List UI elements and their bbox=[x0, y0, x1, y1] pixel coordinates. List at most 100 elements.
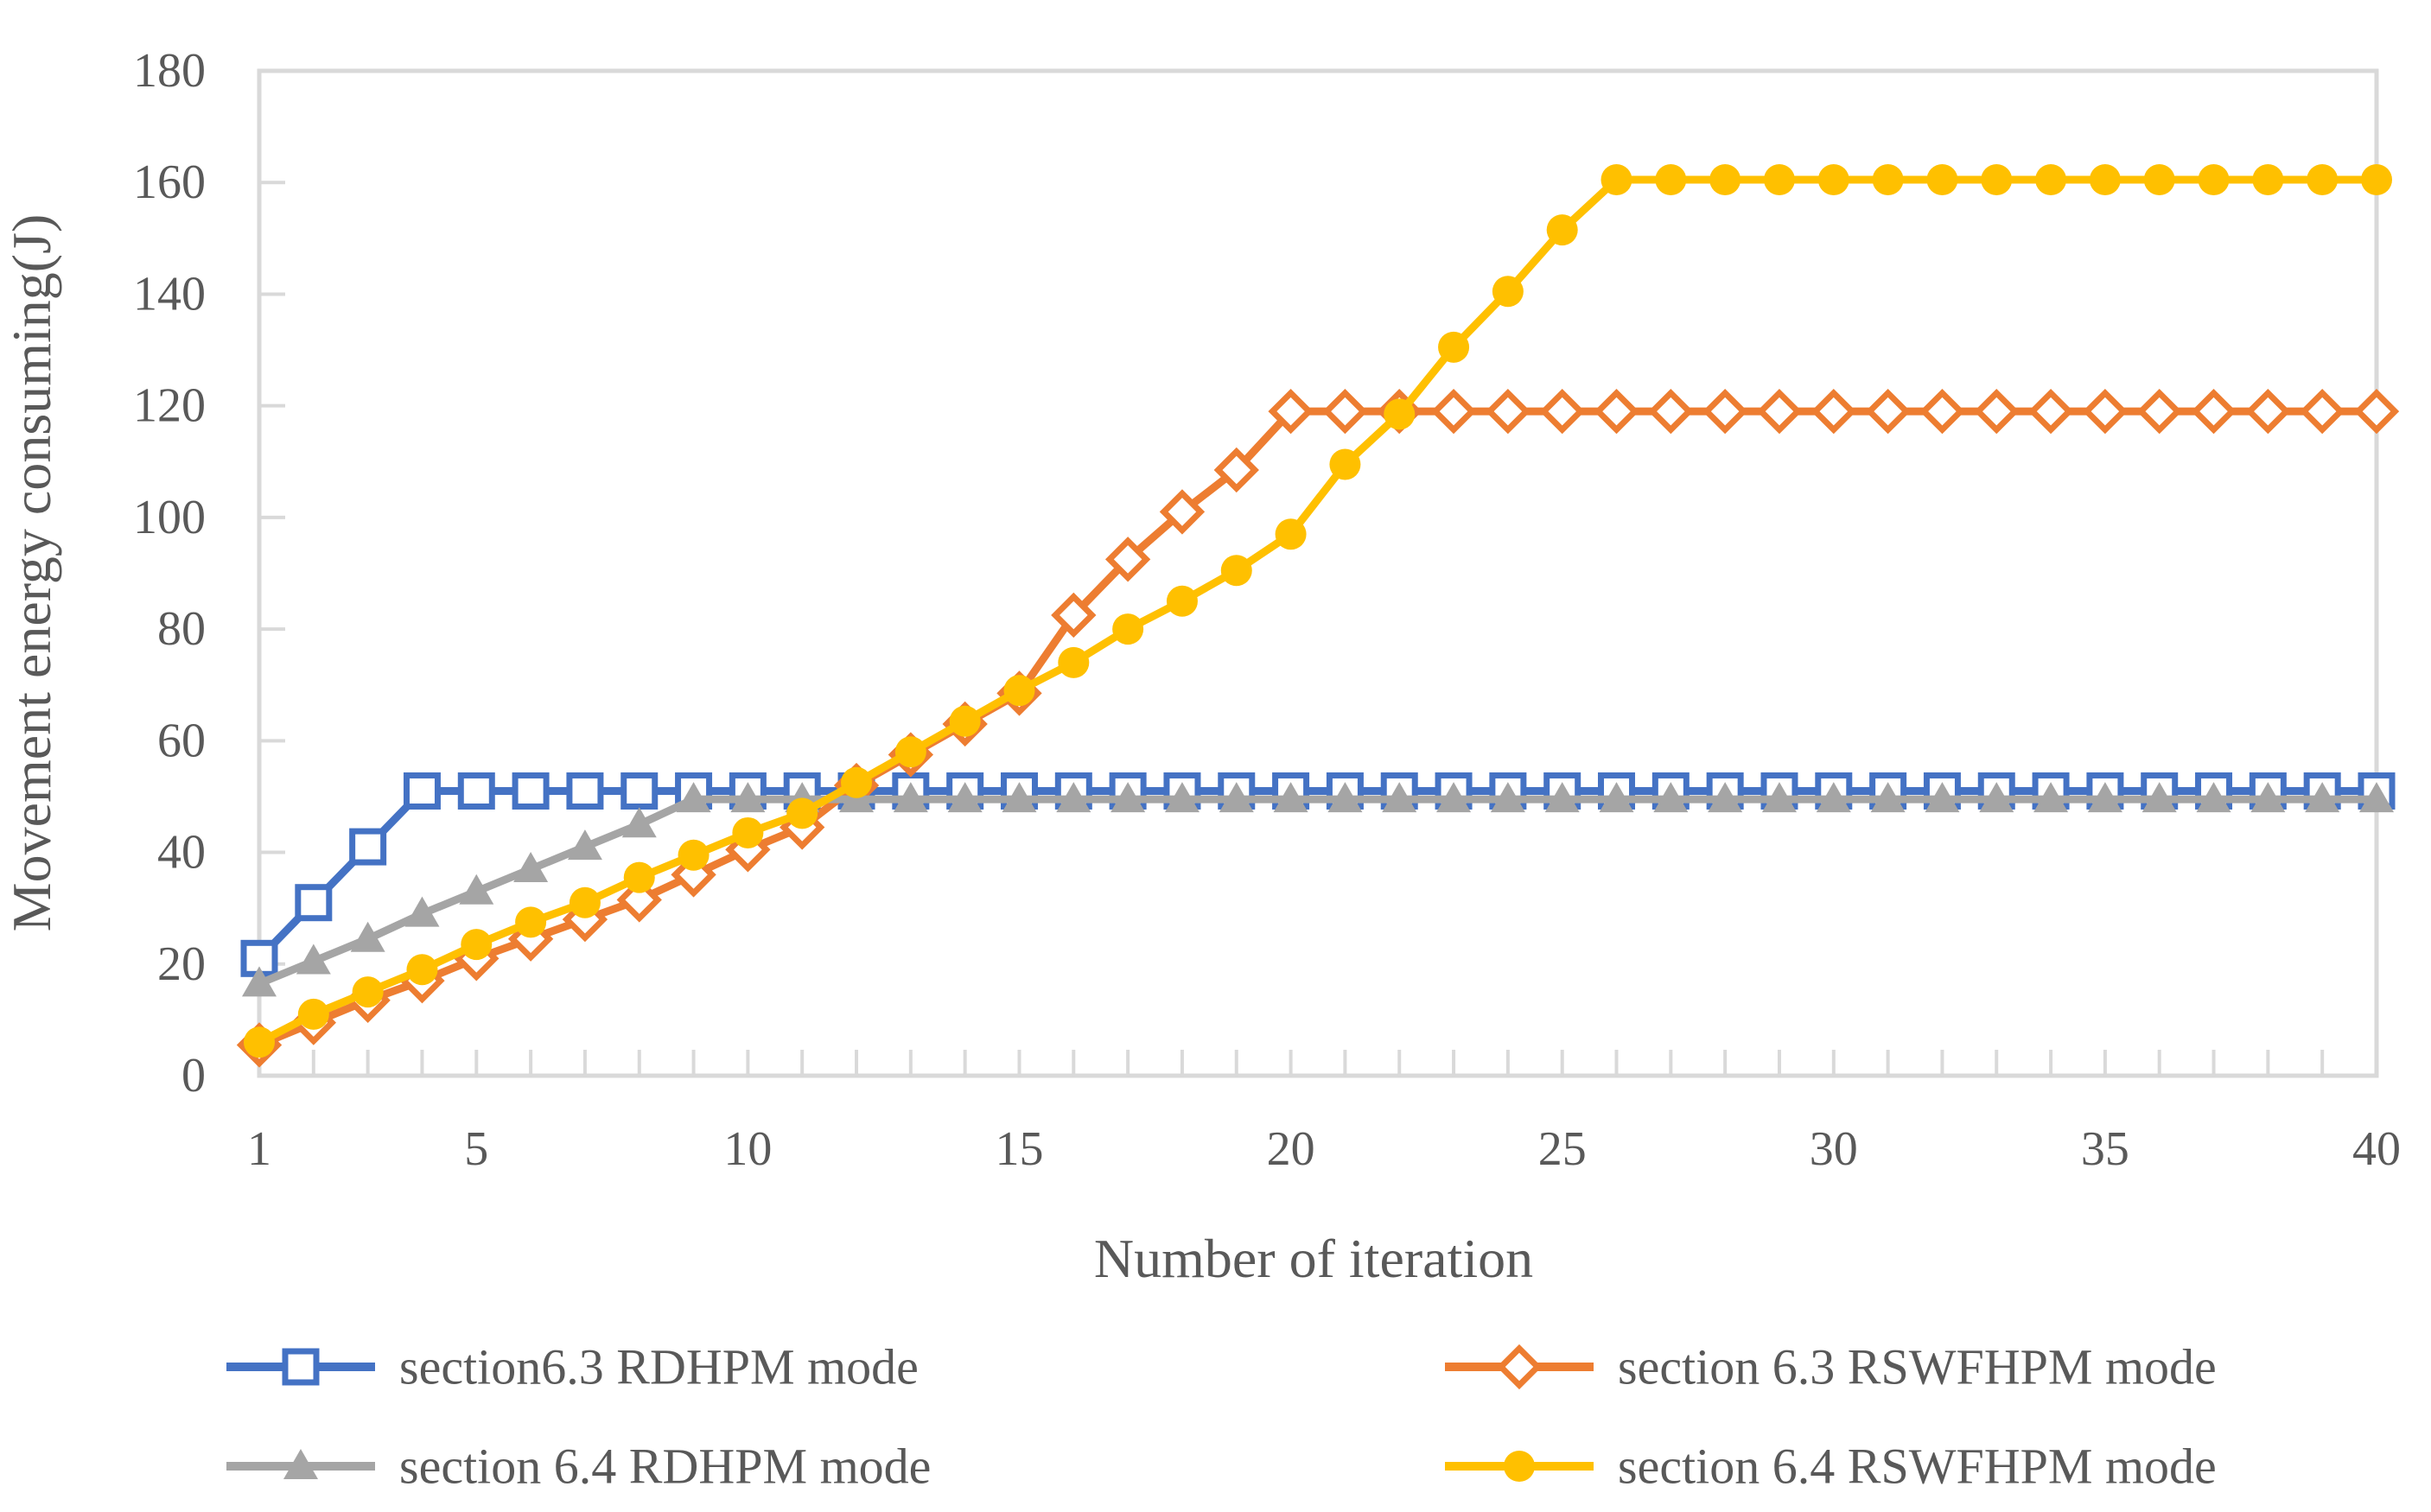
legend-item: section 6.3 RSWFHPM mode bbox=[1445, 1339, 2217, 1395]
plot-border bbox=[257, 68, 2379, 1078]
y-tick-label: 20 bbox=[157, 937, 206, 991]
triangle-marker bbox=[567, 829, 602, 861]
series-line bbox=[257, 175, 2377, 1046]
circle-marker bbox=[786, 797, 818, 829]
circle-marker bbox=[2198, 163, 2230, 195]
circle-marker bbox=[1112, 613, 1144, 645]
diamond-marker bbox=[1594, 388, 1639, 435]
x-axis-ticks bbox=[258, 1050, 2378, 1076]
triangle-marker bbox=[1273, 782, 1308, 813]
diamond-marker bbox=[2082, 388, 2129, 435]
circle-marker bbox=[2089, 163, 2121, 195]
diamond-marker bbox=[1702, 388, 1748, 435]
triangle-marker bbox=[1382, 782, 1417, 813]
series-container bbox=[236, 163, 2400, 1068]
y-tick-label: 120 bbox=[133, 379, 206, 433]
circle-marker bbox=[1220, 555, 1252, 587]
y-axis-tick-labels: 0 20 40 60 80 100 120 140 160 180 bbox=[133, 44, 206, 1102]
circle-marker bbox=[569, 886, 601, 918]
square-marker bbox=[457, 772, 495, 810]
circle-marker bbox=[1504, 1451, 1535, 1482]
triangle-marker bbox=[404, 896, 440, 927]
triangle-marker bbox=[459, 874, 494, 905]
circle-marker bbox=[2252, 163, 2284, 195]
circle-marker bbox=[461, 929, 493, 961]
circle-marker bbox=[244, 1026, 275, 1058]
circle-marker bbox=[1275, 518, 1307, 550]
circle-marker bbox=[1492, 276, 1524, 308]
diamond-marker bbox=[2353, 388, 2400, 435]
diamond-marker bbox=[1919, 388, 1965, 435]
diamond-marker bbox=[1756, 388, 1803, 435]
triangle-marker bbox=[1925, 782, 1960, 813]
x-tick-label: 15 bbox=[995, 1122, 1043, 1176]
x-axis-title: Number of iteration bbox=[1094, 1228, 1533, 1289]
triangle-marker bbox=[350, 921, 385, 952]
triangle-marker bbox=[2033, 782, 2069, 813]
diamond-marker bbox=[1051, 592, 1097, 638]
diamond-marker bbox=[1496, 1344, 1543, 1390]
circle-marker bbox=[352, 976, 384, 1008]
triangle-marker bbox=[1816, 782, 1851, 813]
y-tick-label: 0 bbox=[181, 1049, 206, 1102]
legend: section6.3 RDHPM mode section 6.3 RSWFHPM… bbox=[226, 1339, 2217, 1495]
series-section-6.4-rdhpm-mode bbox=[242, 782, 2394, 997]
y-axis-ticks bbox=[259, 181, 285, 966]
circle-marker bbox=[1003, 675, 1035, 707]
x-tick-label: 25 bbox=[1538, 1122, 1587, 1176]
triangle-marker bbox=[676, 782, 711, 813]
triangle-marker bbox=[1110, 782, 1146, 813]
triangle-marker bbox=[730, 782, 766, 813]
triangle-marker bbox=[1056, 782, 1091, 813]
triangle-marker bbox=[1327, 782, 1363, 813]
triangle-marker bbox=[1544, 782, 1580, 813]
circle-marker bbox=[732, 816, 764, 848]
circle-marker bbox=[1709, 163, 1741, 195]
square-marker bbox=[349, 828, 387, 866]
circle-marker bbox=[2035, 163, 2067, 195]
diamond-marker bbox=[1159, 489, 1206, 535]
legend-label: section6.3 RDHPM mode bbox=[399, 1339, 919, 1395]
circle-marker bbox=[1329, 448, 1361, 480]
triangle-marker bbox=[893, 782, 928, 813]
triangle-marker bbox=[1490, 782, 1525, 813]
circle-marker bbox=[2307, 163, 2339, 195]
circle-marker bbox=[406, 954, 438, 986]
square-marker bbox=[295, 884, 333, 922]
x-axis-tick-labels: 1 5 10 15 20 25 30 35 40 bbox=[247, 1122, 2401, 1176]
circle-marker bbox=[2361, 163, 2392, 195]
x-tick-label: 10 bbox=[723, 1122, 772, 1176]
diamond-marker bbox=[2300, 388, 2345, 435]
circle-marker bbox=[1166, 585, 1198, 617]
circle-marker bbox=[1058, 646, 1090, 678]
diamond-marker bbox=[616, 877, 662, 923]
diamond-marker bbox=[2027, 388, 2074, 435]
legend-item: section6.3 RDHPM mode bbox=[226, 1339, 919, 1395]
x-tick-label: 5 bbox=[464, 1122, 488, 1176]
y-tick-label: 40 bbox=[157, 826, 206, 880]
diamond-marker bbox=[2191, 388, 2237, 435]
diamond-marker bbox=[1268, 388, 1314, 435]
y-tick-label: 80 bbox=[157, 602, 206, 656]
triangle-marker bbox=[2359, 782, 2394, 813]
square-marker bbox=[282, 1348, 320, 1386]
diamond-marker bbox=[1865, 388, 1911, 435]
diamond-marker bbox=[1648, 388, 1694, 435]
y-tick-label: 60 bbox=[157, 714, 206, 767]
legend-item: section 6.4 RDHPM mode bbox=[226, 1439, 931, 1495]
diamond-marker bbox=[1539, 388, 1585, 435]
triangle-marker bbox=[2196, 782, 2231, 813]
circle-marker bbox=[1872, 163, 1904, 195]
circle-marker bbox=[2143, 163, 2175, 195]
circle-marker bbox=[1817, 163, 1849, 195]
legend-item: section 6.4 RSWFHPM mode bbox=[1445, 1439, 2217, 1495]
diamond-marker bbox=[1485, 388, 1531, 435]
triangle-marker bbox=[283, 1449, 318, 1479]
x-tick-label: 40 bbox=[2352, 1122, 2401, 1176]
triangle-marker bbox=[1761, 782, 1797, 813]
legend-label: section 6.3 RSWFHPM mode bbox=[1618, 1339, 2217, 1395]
triangle-marker bbox=[1708, 782, 1743, 813]
diamond-marker bbox=[1430, 388, 1477, 435]
